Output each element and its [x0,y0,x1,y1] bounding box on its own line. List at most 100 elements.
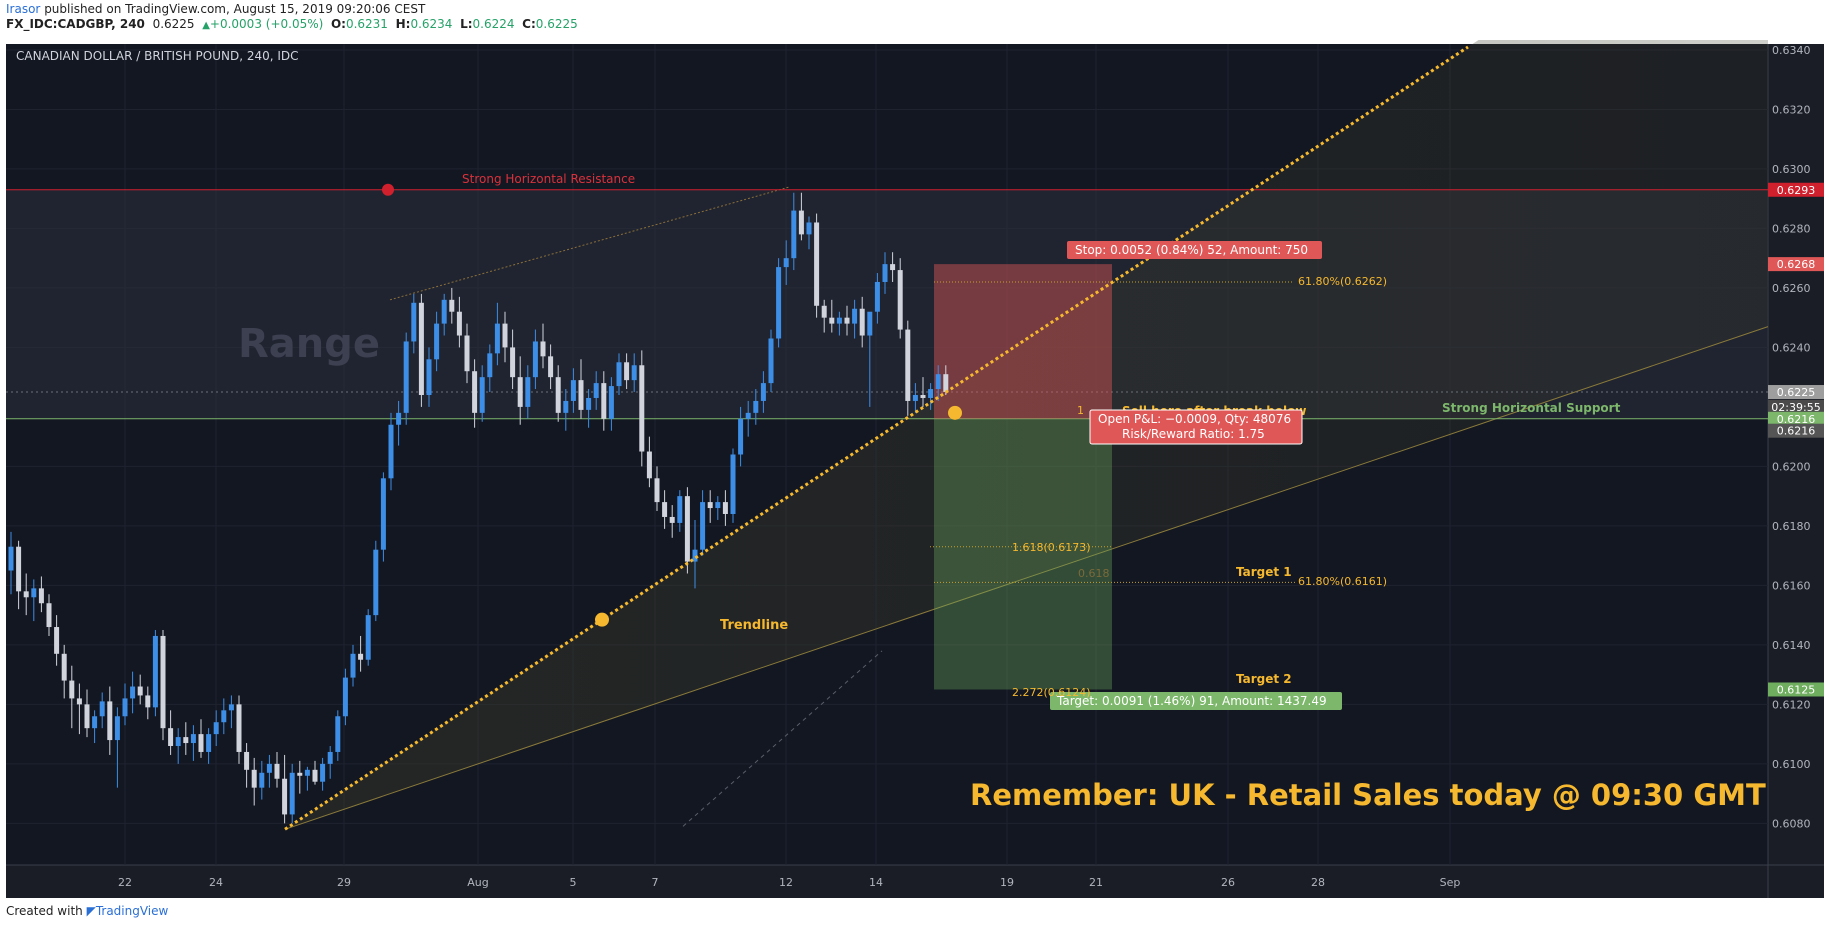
x-tick-label: 7 [652,876,659,889]
price-axis[interactable] [1768,44,1824,865]
candle-body [99,701,105,717]
candle-body [464,335,470,372]
candle-body [221,710,227,723]
candle-body [753,400,759,413]
candle-body [692,549,698,562]
candle-body [624,362,630,381]
candle-body [244,751,250,770]
candle-body [548,356,554,378]
up-arrow-icon: ▲ [202,20,210,31]
y-tick-label: 0.6120 [1772,698,1811,711]
pnl-text: Open P&L: −0.0009, Qty: 48076 [1098,412,1291,426]
candle-body [449,299,455,312]
candle-body [928,389,934,398]
candle-body [859,308,865,336]
candle-body [312,769,318,782]
created-with-label: Created with [6,904,83,918]
close-label: C: [522,17,536,31]
support-label: Strong Horizontal Support [1442,401,1621,415]
x-tick-label: 24 [209,876,223,889]
tradingview-link[interactable]: TradingView [95,904,169,918]
candle-body [61,653,67,681]
candle-body [137,686,143,696]
publish-info: published on TradingView.com, August 15,… [44,2,426,16]
candle-body [821,305,827,318]
candle-body [601,383,607,419]
price-badge: 0.6216 [1768,411,1824,426]
candle-body [472,371,478,413]
candle-body [669,516,675,523]
candle-body [289,772,295,815]
remember-note: Remember: UK - Retail Sales today @ 09:3… [970,778,1766,812]
fib-one: 1 [1077,404,1084,417]
candle-body [426,359,432,396]
candle-body [396,412,402,425]
time-axis[interactable] [6,865,1824,898]
candle-body [882,264,888,282]
candle-body [403,341,409,413]
rr-text: Risk/Reward Ratio: 1.75 [1122,427,1265,441]
x-tick-label: 28 [1311,876,1325,889]
candle-body [768,338,774,384]
price-badge: 02:39:55 [1768,399,1824,414]
candle-body [920,395,926,398]
x-tick-label: 12 [779,876,793,889]
candle-body [411,302,417,342]
fib-1618: 1.618(0.6173) [1012,541,1091,554]
y-tick-label: 0.6260 [1772,282,1811,295]
y-tick-label: 0.6300 [1772,163,1811,176]
candle-body [593,383,599,398]
target-box[interactable]: Target: 0.0091 (1.46%) 91, Amount: 1437.… [1050,692,1342,710]
candle-body [487,353,493,378]
candle-body [502,323,508,348]
candle-body [677,496,683,523]
candle-body [122,698,128,717]
candle-body [791,210,797,259]
y-tick-label: 0.6140 [1772,639,1811,652]
candle-body [707,502,713,509]
candle-body [358,653,364,660]
y-tick-label: 0.6200 [1772,460,1811,473]
candle-body [251,769,257,788]
candle-body [844,317,850,324]
candle-body [715,502,721,509]
stop-box-text: Stop: 0.0052 (0.84%) 52, Amount: 750 [1075,243,1308,257]
candle-body [646,451,652,479]
candle-body [206,734,212,752]
x-tick-label: 5 [570,876,577,889]
pnl-box[interactable]: Open P&L: −0.0009, Qty: 48076 Risk/Rewar… [1089,409,1303,445]
candle-body [266,763,272,773]
low-value: 0.6224 [472,17,515,31]
y-tick-label: 0.6320 [1772,103,1811,116]
open-label: O: [330,17,346,31]
candle-body [16,546,22,592]
author-link[interactable]: Irasor [6,2,41,16]
candle-body [578,380,584,410]
candle-body [31,588,37,598]
stop-box[interactable]: Stop: 0.0052 (0.84%) 52, Amount: 750 [1067,241,1322,259]
candle-body [570,380,576,401]
candle-body [479,377,485,413]
fib-618-bottom: 61.80%(0.6161) [1298,575,1387,588]
candle-body [434,323,440,360]
price-chart[interactable]: CANADIAN DOLLAR / BRITISH POUND, 240, ID… [0,40,1828,898]
price-badge: 0.6125 [1768,682,1824,697]
target1-label: Target 1 [1236,565,1292,579]
x-tick-label: 14 [869,876,883,889]
candle-body [783,258,789,268]
target-zone [934,418,1112,690]
candle-body [943,374,949,393]
candle-body [456,311,462,336]
candle-body [912,395,918,401]
candle-body [274,763,280,779]
candle-body [145,695,151,708]
candle-body [388,424,394,479]
price-badge-label: 0.6125 [1777,683,1816,696]
candle-body [327,751,333,764]
candle-body [304,769,310,776]
candle-body [722,502,728,514]
candle-body [418,302,424,396]
candle-body [890,264,896,271]
candle-body [806,222,812,235]
candle-body [228,704,234,711]
